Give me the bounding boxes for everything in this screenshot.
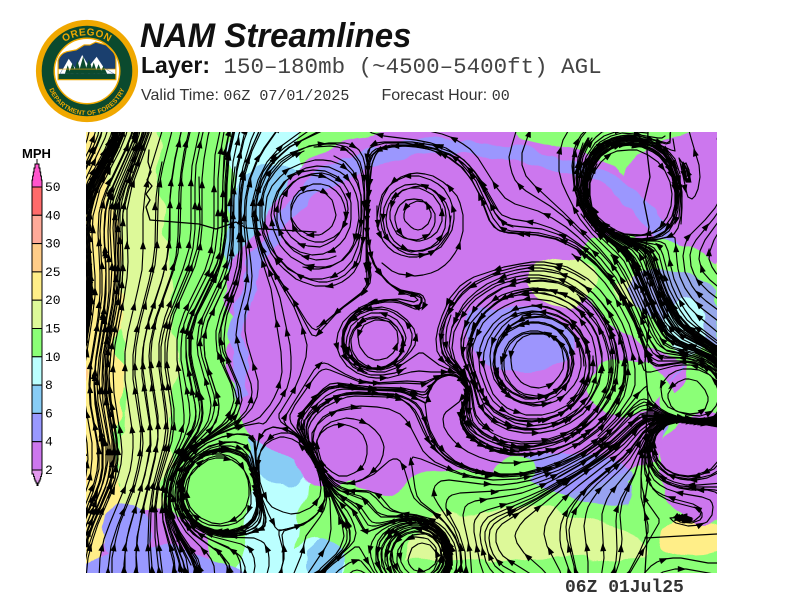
svg-text:50: 50 — [45, 180, 61, 195]
svg-text:25: 25 — [45, 265, 61, 280]
svg-text:30: 30 — [45, 237, 61, 252]
svg-text:8: 8 — [45, 378, 53, 393]
svg-text:20: 20 — [45, 293, 61, 308]
svg-text:4: 4 — [45, 435, 53, 450]
svg-text:40: 40 — [45, 208, 61, 223]
svg-text:2: 2 — [45, 463, 53, 478]
svg-text:MPH: MPH — [22, 146, 51, 161]
svg-text:6: 6 — [45, 406, 53, 421]
svg-text:10: 10 — [45, 350, 61, 365]
svg-text:15: 15 — [45, 322, 61, 337]
